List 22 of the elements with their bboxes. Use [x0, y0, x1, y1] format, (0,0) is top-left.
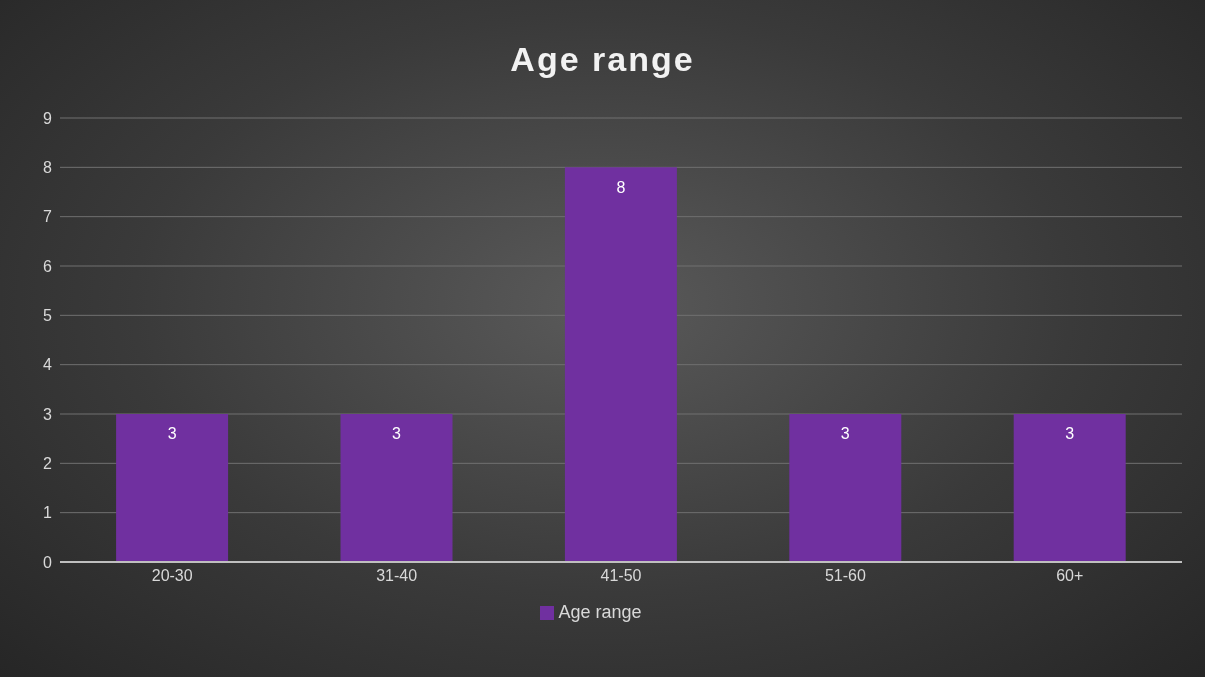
x-tick-label: 41-50 [600, 567, 642, 585]
y-tick-label: 3 [43, 405, 53, 423]
data-label: 3 [1065, 425, 1075, 443]
data-label: 3 [167, 425, 177, 443]
x-tick-label: 60+ [1056, 567, 1084, 585]
legend-label: Age range [558, 602, 642, 622]
chart-title: Age range [509, 40, 696, 79]
y-tick-label: 5 [43, 307, 53, 325]
x-tick-label: 51-60 [824, 567, 866, 585]
y-tick-label: 0 [43, 553, 53, 571]
x-tick-label: 20-30 [151, 567, 193, 585]
y-tick-label: 8 [43, 159, 53, 177]
y-tick-label: 6 [43, 257, 53, 275]
y-tick-label: 2 [43, 455, 53, 473]
x-tick-label: 31-40 [376, 567, 418, 585]
y-tick-label: 9 [43, 109, 53, 127]
data-label: 8 [616, 178, 626, 196]
data-label: 3 [392, 425, 402, 443]
y-tick-label: 7 [43, 208, 53, 226]
y-tick-label: 4 [43, 356, 53, 374]
y-tick-label: 1 [43, 504, 53, 522]
data-label: 3 [840, 425, 850, 443]
